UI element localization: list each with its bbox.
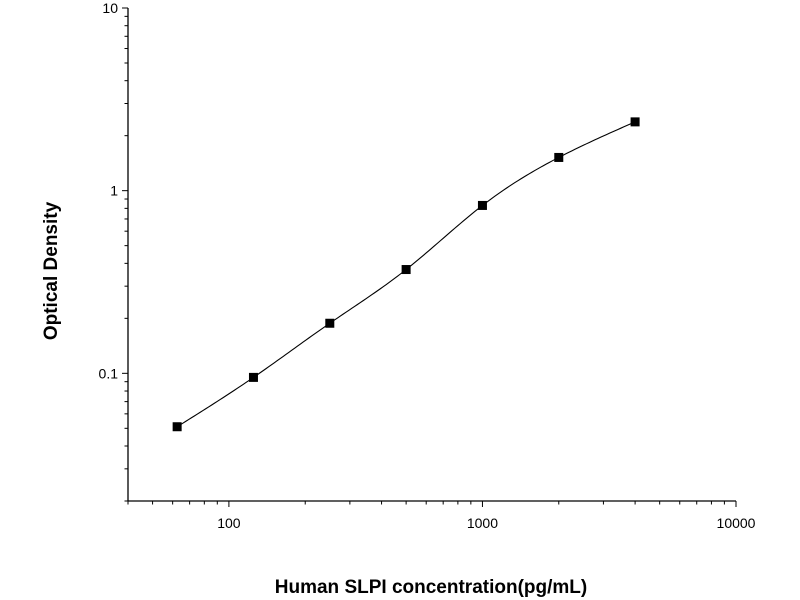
x-tick-label: 100 — [217, 515, 241, 531]
axes — [127, 8, 736, 502]
data-point — [401, 265, 411, 275]
y-tick-label: 0.1 — [99, 365, 119, 381]
ticks: 100 1000 10000 0.1 1 10 — [99, 0, 756, 531]
y-tick-label: 1 — [110, 183, 118, 199]
data-point — [554, 152, 564, 162]
y-axis-title: Optical Density — [41, 201, 62, 340]
y-tick-label: 10 — [102, 0, 118, 16]
x-axis-title: Human SLPI concentration(pg/mL) — [275, 577, 587, 598]
x-tick-label: 10000 — [717, 515, 756, 531]
data-point — [172, 422, 182, 432]
data-point — [248, 372, 258, 382]
data-points — [172, 117, 640, 432]
x-tick-label: 1000 — [467, 515, 498, 531]
data-point — [630, 117, 640, 127]
fit-curve — [176, 121, 636, 428]
data-point — [477, 200, 487, 210]
data-point — [325, 318, 335, 328]
